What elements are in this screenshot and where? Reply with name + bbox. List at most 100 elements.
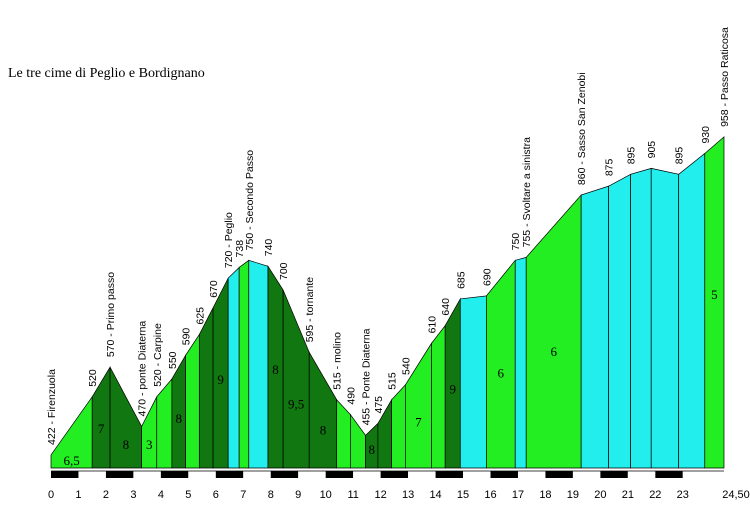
segment — [238, 259, 250, 469]
grade-label: 9 — [449, 382, 456, 397]
elevation-label: 720 - Peglio — [223, 212, 235, 268]
segment — [391, 384, 406, 469]
axis-block — [655, 471, 683, 478]
axis-block — [435, 471, 464, 478]
elevation-label: 550 — [167, 351, 179, 369]
grade-label: 3 — [146, 437, 153, 452]
elevation-label: 958 - Passo Raticosa — [719, 27, 731, 127]
elevation-label: 740 — [263, 239, 275, 257]
x-tick-label: 14 — [429, 489, 441, 501]
elevation-label: 595 - tornante — [304, 277, 316, 343]
elevation-label: 625 — [194, 307, 206, 325]
grade-label: 7 — [415, 414, 422, 429]
elevation-label: 750 - Secondo Passo — [244, 150, 256, 251]
elevation-label: 905 — [646, 141, 658, 159]
x-tick-label: 22 — [649, 489, 661, 501]
x-tick-label: 0 — [48, 489, 54, 501]
axis-block — [627, 471, 656, 478]
elevation-label: 470 - ponte Diaterna — [137, 321, 149, 417]
grade-label: 9,5 — [288, 396, 304, 411]
axis-block — [463, 471, 491, 478]
axis-block — [572, 471, 601, 478]
x-tick-label: 18 — [539, 489, 551, 501]
elevation-label: 610 — [426, 316, 438, 334]
grade-label: 8 — [175, 411, 182, 426]
grade-label: 5 — [711, 287, 718, 302]
x-tick-label: 23 — [677, 489, 689, 501]
elevation-label: 455 - Ponte Diaterna — [361, 328, 373, 425]
axis-block — [298, 471, 326, 478]
x-tick-label: 16 — [484, 489, 496, 501]
segment — [525, 194, 582, 469]
segment — [650, 167, 680, 469]
chart-title: Le tre cime di Peglio e Bordignano — [8, 66, 205, 81]
elevation-label: 875 — [604, 158, 616, 176]
axis-block — [545, 471, 573, 478]
x-tick-label: 3 — [130, 489, 136, 501]
grade-label: 7 — [98, 421, 105, 436]
x-tick-label: 4 — [158, 489, 164, 501]
grade-label: 9 — [217, 372, 224, 387]
axis-block — [380, 471, 409, 478]
elevation-label: 930 — [700, 126, 712, 144]
x-tick-label: 15 — [457, 489, 469, 501]
segment — [459, 295, 487, 469]
axis-block — [243, 471, 271, 478]
segment — [580, 185, 609, 469]
grade-label: 8 — [368, 442, 375, 457]
axis-block — [408, 471, 436, 478]
elevation-label: 515 — [387, 372, 399, 390]
elevation-label: 570 - Primo passo — [105, 272, 117, 357]
grade-label: 8 — [320, 422, 327, 437]
axis-block — [105, 471, 134, 478]
segment — [678, 152, 706, 469]
grade-label: 6,5 — [63, 453, 79, 468]
grade-label: 8 — [123, 437, 130, 452]
x-tick-label: 2 — [103, 489, 109, 501]
segment — [336, 398, 351, 469]
elevation-label: 640 — [440, 298, 452, 316]
segment — [704, 136, 725, 469]
elevation-label: 515 - molino — [332, 332, 344, 390]
elevation-label: 520 — [87, 369, 99, 387]
x-tick-label: 5 — [185, 489, 191, 501]
elevation-label: 738 — [234, 240, 246, 258]
x-tick-label: 11 — [347, 489, 358, 501]
elevation-label: 895 — [674, 147, 686, 165]
axis-block — [215, 471, 244, 478]
elevation-label: 755 - Svoltare a sinistra — [521, 137, 533, 247]
axis-block — [270, 471, 299, 478]
segment — [514, 256, 527, 469]
axis-block — [325, 471, 354, 478]
elevation-label: 750 — [510, 233, 522, 251]
elevation-label: 670 — [208, 280, 220, 298]
elevation-label: 895 — [626, 147, 638, 165]
x-tick-label: 24,50 — [722, 489, 750, 501]
x-tick-label: 8 — [268, 489, 274, 501]
axis-block — [600, 471, 628, 478]
axis-block — [188, 471, 216, 478]
grade-label: 8 — [272, 362, 279, 377]
axis-block — [51, 471, 79, 478]
segment — [248, 259, 269, 469]
x-tick-label: 1 — [75, 489, 81, 501]
segment — [198, 307, 214, 469]
axis-block — [353, 471, 381, 478]
axis-block — [517, 471, 546, 478]
x-tick-label: 6 — [213, 489, 219, 501]
segment — [608, 173, 631, 469]
segment — [486, 259, 516, 469]
elevation-label: 475 — [373, 396, 385, 414]
segment — [185, 333, 200, 469]
x-tick-label: 17 — [512, 489, 524, 501]
axis-block — [490, 471, 518, 478]
segment — [431, 324, 446, 469]
elevation-label: 690 — [481, 268, 493, 286]
axis-block — [133, 471, 161, 478]
segment — [630, 167, 652, 469]
x-tick-label: 10 — [320, 489, 332, 501]
grade-label: 6 — [498, 365, 505, 380]
x-tick-label: 20 — [594, 489, 606, 501]
x-tick-label: 12 — [375, 489, 387, 501]
x-tick-label: 21 — [622, 489, 634, 501]
